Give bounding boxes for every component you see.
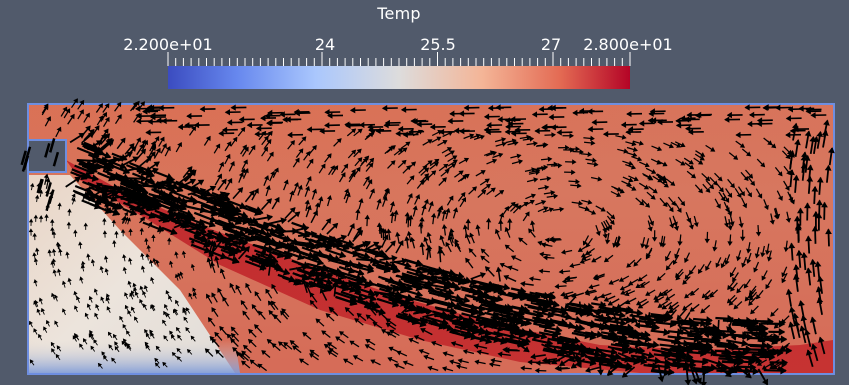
color-legend-title: Temp [377,4,421,23]
color-legend-ticks [167,52,631,66]
legend-label-25-5: 25.5 [420,35,456,54]
color-legend-bar [168,66,630,89]
legend-label-24: 24 [314,35,336,54]
legend-label-27: 27 [540,35,562,54]
inlet-opening [29,139,67,173]
legend-label-min: 2.200e+01 [123,35,213,54]
color-legend [167,52,631,89]
legend-label-max: 2.800e+01 [583,35,673,54]
velocity-glyphs [20,98,835,385]
